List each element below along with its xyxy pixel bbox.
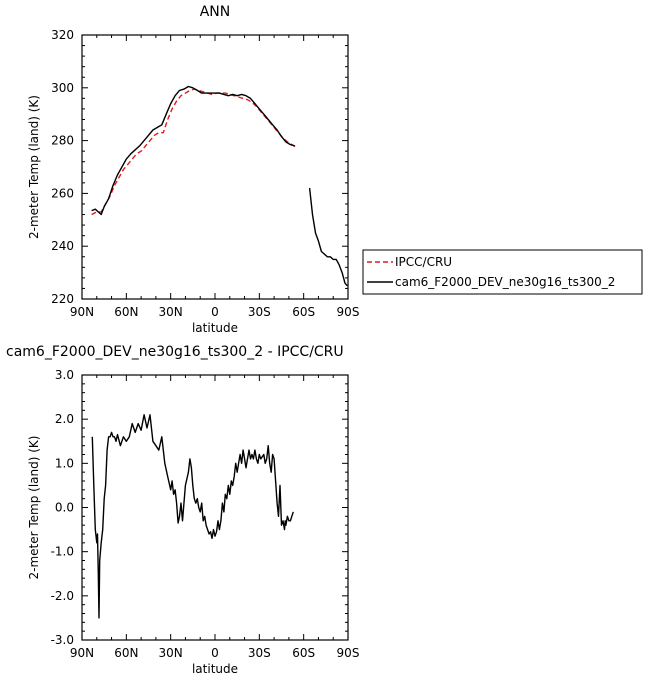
y-tick-label: 3.0 <box>55 368 74 382</box>
x-tick-label: 30S <box>248 305 271 319</box>
y-tick-label: 240 <box>51 239 74 253</box>
plot-frame <box>81 374 349 641</box>
chart-title: cam6_F2000_DEV_ne30g16_ts300_2 - IPCC/CR… <box>6 344 344 360</box>
chart-title: ANN <box>200 4 231 20</box>
x-tick-label: 30N <box>159 305 183 319</box>
x-tick-label: 90S <box>337 305 360 319</box>
y-tick-label: 1.0 <box>55 456 74 470</box>
y-tick-label: 280 <box>51 134 74 148</box>
legend-box <box>362 249 643 295</box>
x-tick-label: 90S <box>337 646 360 660</box>
x-tick-label: 0 <box>211 646 219 660</box>
series-line-2 <box>308 188 348 287</box>
y-tick-label: -3.0 <box>51 633 74 647</box>
y-tick-label: -1.0 <box>51 545 74 559</box>
y-tick-label: 0.0 <box>55 501 74 515</box>
y-axis-label: 2-meter Temp (land) (K) <box>27 95 41 239</box>
y-tick-label: -2.0 <box>51 589 74 603</box>
x-tick-label: 60N <box>114 646 138 660</box>
x-tick-label: 90N <box>70 305 94 319</box>
y-tick-label: 320 <box>51 28 74 42</box>
y-tick-label: 2.0 <box>55 412 74 426</box>
y-tick-label: 300 <box>51 81 74 95</box>
x-tick-label: 30S <box>248 646 271 660</box>
chart-temperature-difference: cam6_F2000_DEV_ne30g16_ts300_2 - IPCC/CR… <box>6 344 359 676</box>
x-tick-label: 30N <box>159 646 183 660</box>
y-tick-label: 220 <box>51 292 74 306</box>
legend-label: IPCC/CRU <box>395 255 452 269</box>
x-tick-label: 60N <box>114 305 138 319</box>
x-tick-label: 0 <box>211 305 219 319</box>
y-tick-label: 260 <box>51 186 74 200</box>
x-tick-label: 90N <box>70 646 94 660</box>
x-tick-label: 60S <box>292 305 315 319</box>
x-axis-label: latitude <box>192 662 238 676</box>
series-line-1 <box>91 88 297 216</box>
x-tick-label: 60S <box>292 646 315 660</box>
y-axis-label: 2-meter Temp (land) (K) <box>27 436 41 580</box>
legend-label: cam6_F2000_DEV_ne30g16_ts300_2 <box>395 275 615 289</box>
x-axis-label: latitude <box>192 321 238 335</box>
series-line-2 <box>91 85 295 216</box>
chart-annual-temperature: ANN 90N 60N 30N 0 30S 60S 90S 220 240 260 280 300 320… <box>27 4 643 335</box>
series-line-1 <box>91 414 294 619</box>
